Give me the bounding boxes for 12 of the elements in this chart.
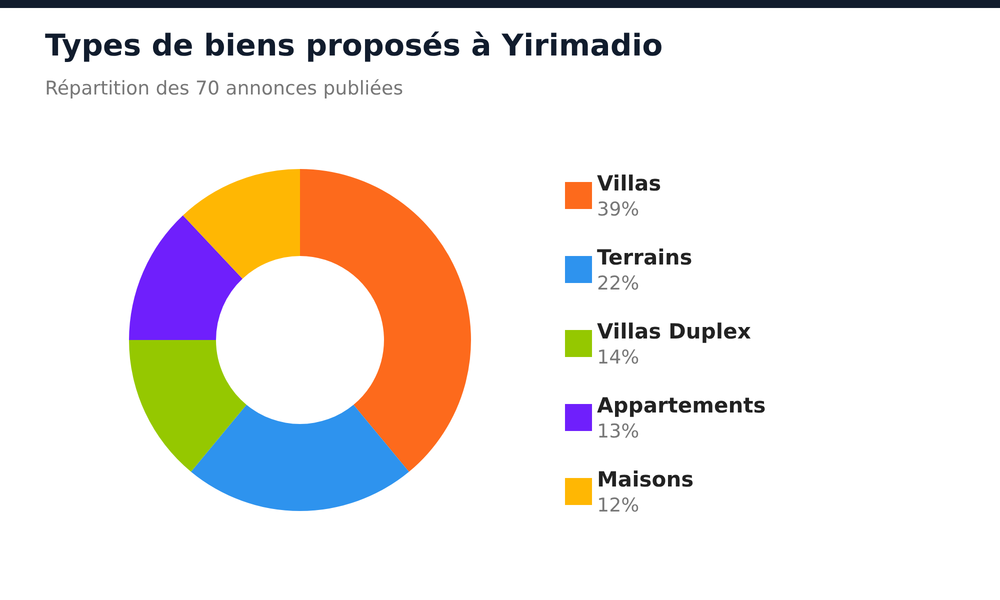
legend-label: Terrains bbox=[597, 246, 692, 270]
legend-label: Maisons bbox=[597, 468, 694, 492]
data-label: 14% bbox=[597, 346, 640, 368]
data-label: 13% bbox=[597, 420, 640, 442]
data-label: 12% bbox=[597, 494, 640, 516]
chart-subtitle: Répartition des 70 annonces publiées bbox=[45, 78, 404, 100]
chart-title: Types de biens proposés à Yirimadio bbox=[45, 28, 663, 64]
data-label: 39% bbox=[597, 198, 640, 220]
legend-label: Villas bbox=[597, 172, 662, 196]
legend-label: Villas Duplex bbox=[597, 320, 752, 344]
data-label: 22% bbox=[597, 272, 640, 294]
legend-label: Appartements bbox=[597, 394, 766, 418]
